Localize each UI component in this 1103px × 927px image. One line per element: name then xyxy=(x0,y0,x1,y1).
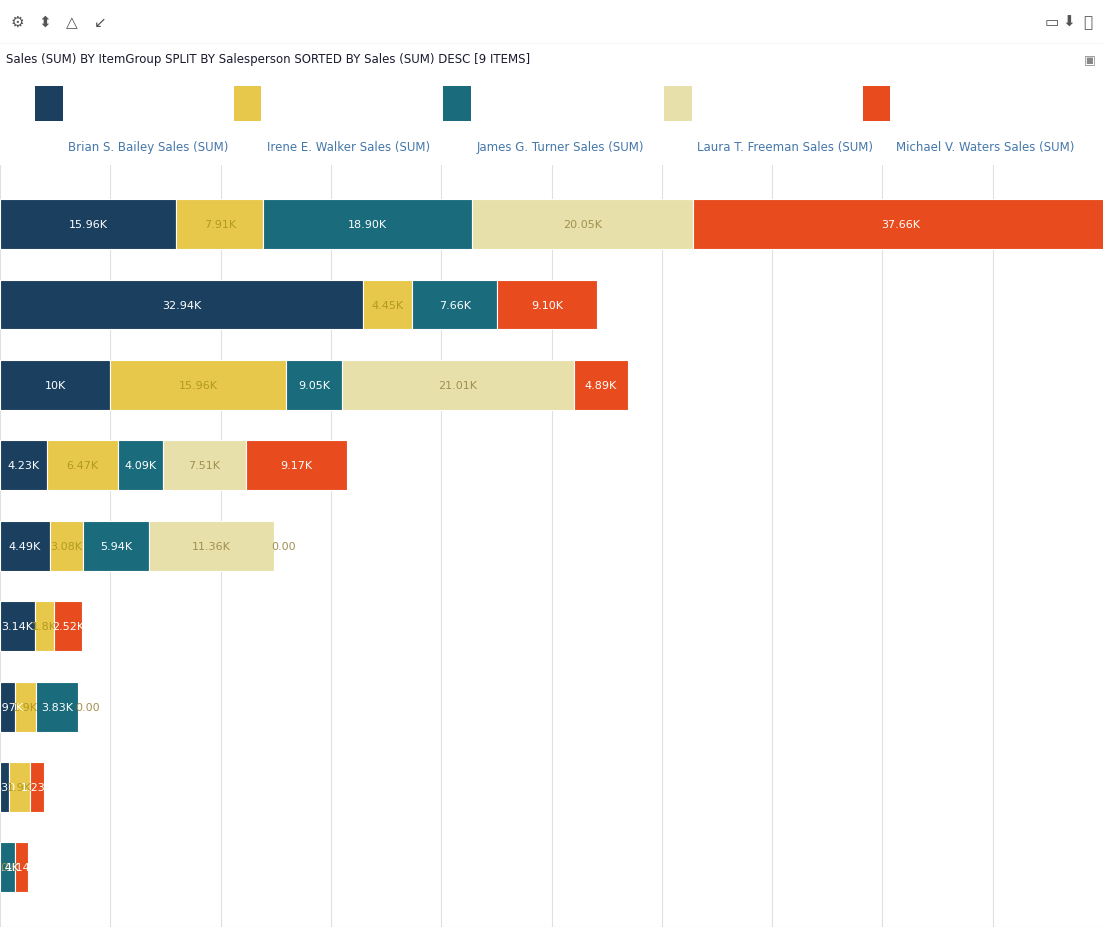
FancyBboxPatch shape xyxy=(664,87,692,121)
Text: △: △ xyxy=(66,15,78,30)
Bar xyxy=(413,280,497,330)
Bar xyxy=(110,361,287,411)
Bar xyxy=(0,602,34,652)
Text: ↙: ↙ xyxy=(94,15,107,30)
Text: 0.00: 0.00 xyxy=(75,702,99,712)
Text: 2.52K: 2.52K xyxy=(52,621,85,631)
Text: 1.4K: 1.4K xyxy=(0,862,20,872)
Text: 4.89K: 4.89K xyxy=(585,380,617,390)
Bar xyxy=(9,762,30,812)
Bar xyxy=(264,200,472,249)
Text: 9.05K: 9.05K xyxy=(298,380,330,390)
Text: 6.47K: 6.47K xyxy=(66,461,98,471)
Bar xyxy=(15,682,36,731)
Text: 0.00: 0.00 xyxy=(271,541,296,552)
Text: 15.96K: 15.96K xyxy=(68,220,107,230)
Text: 830: 830 xyxy=(0,782,15,793)
Bar xyxy=(50,521,84,571)
Text: 11.36K: 11.36K xyxy=(192,541,232,552)
Bar xyxy=(693,200,1103,249)
Bar xyxy=(246,441,347,490)
Text: 9.17K: 9.17K xyxy=(280,461,312,471)
Text: Sales (SUM) BY ItemGroup SPLIT BY Salesperson SORTED BY Sales (SUM) DESC [9 ITEM: Sales (SUM) BY ItemGroup SPLIT BY Salesp… xyxy=(6,53,529,66)
Text: Irene E. Walker Sales (SUM): Irene E. Walker Sales (SUM) xyxy=(267,141,430,154)
Text: 1.14K: 1.14K xyxy=(6,862,38,872)
Text: 37.66K: 37.66K xyxy=(881,220,920,230)
Text: 4.49K: 4.49K xyxy=(9,541,41,552)
Bar xyxy=(36,682,78,731)
Text: ▭: ▭ xyxy=(1045,15,1059,30)
Text: James G. Turner Sales (SUM): James G. Turner Sales (SUM) xyxy=(476,141,644,154)
Bar xyxy=(15,843,28,893)
Text: Brian S. Bailey Sales (SUM): Brian S. Bailey Sales (SUM) xyxy=(68,141,228,154)
Text: 4.09K: 4.09K xyxy=(125,461,157,471)
Text: 32.94K: 32.94K xyxy=(162,300,201,311)
Text: ⚙: ⚙ xyxy=(11,15,24,30)
Bar xyxy=(0,843,15,893)
Text: 4.23K: 4.23K xyxy=(8,461,40,471)
Text: 3.08K: 3.08K xyxy=(51,541,83,552)
Text: 7.91K: 7.91K xyxy=(204,220,236,230)
Text: 10K: 10K xyxy=(44,380,66,390)
Text: 0.0: 0.0 xyxy=(0,862,18,872)
Bar xyxy=(472,200,693,249)
Bar xyxy=(363,280,413,330)
FancyBboxPatch shape xyxy=(234,87,261,121)
Text: Laura T. Freeman Sales (SUM): Laura T. Freeman Sales (SUM) xyxy=(697,141,874,154)
Text: 1.9K: 1.9K xyxy=(7,782,32,793)
Bar xyxy=(574,361,628,411)
Text: 5.94K: 5.94K xyxy=(100,541,132,552)
Text: 18.90K: 18.90K xyxy=(347,220,387,230)
Text: 7.66K: 7.66K xyxy=(439,300,471,311)
Text: 3.14K: 3.14K xyxy=(1,621,33,631)
Bar xyxy=(0,682,15,731)
FancyBboxPatch shape xyxy=(443,87,471,121)
Text: 15.96K: 15.96K xyxy=(179,380,217,390)
Text: 1.8K: 1.8K xyxy=(32,621,57,631)
Text: ▣: ▣ xyxy=(1083,53,1095,66)
Text: ⬍: ⬍ xyxy=(39,15,52,30)
Bar xyxy=(342,361,574,411)
Bar xyxy=(34,602,54,652)
Bar xyxy=(0,361,110,411)
Bar xyxy=(54,602,83,652)
Text: 9.10K: 9.10K xyxy=(531,300,564,311)
Bar xyxy=(30,762,44,812)
Text: Michael V. Waters Sales (SUM): Michael V. Waters Sales (SUM) xyxy=(896,141,1074,154)
Text: 3.83K: 3.83K xyxy=(41,702,73,712)
Bar xyxy=(46,441,118,490)
Bar xyxy=(84,521,149,571)
Bar xyxy=(0,441,46,490)
Text: 7.51K: 7.51K xyxy=(189,461,221,471)
Text: 21.01K: 21.01K xyxy=(438,380,478,390)
Bar xyxy=(0,521,50,571)
Bar xyxy=(163,441,246,490)
Bar xyxy=(497,280,598,330)
Text: 20.05K: 20.05K xyxy=(563,220,602,230)
Text: ⬇: ⬇ xyxy=(1062,15,1075,30)
Text: 1.97K: 1.97K xyxy=(0,702,23,712)
Bar xyxy=(0,762,9,812)
Bar xyxy=(287,361,342,411)
Text: 1.23K: 1.23K xyxy=(21,782,53,793)
Bar xyxy=(149,521,275,571)
Text: 4.45K: 4.45K xyxy=(372,300,404,311)
Bar xyxy=(118,441,163,490)
Bar xyxy=(0,200,176,249)
FancyBboxPatch shape xyxy=(863,87,890,121)
Bar xyxy=(176,200,264,249)
Text: 1.9K: 1.9K xyxy=(13,702,39,712)
Bar xyxy=(0,280,363,330)
Text: ⤢: ⤢ xyxy=(1083,15,1092,30)
FancyBboxPatch shape xyxy=(35,87,63,121)
